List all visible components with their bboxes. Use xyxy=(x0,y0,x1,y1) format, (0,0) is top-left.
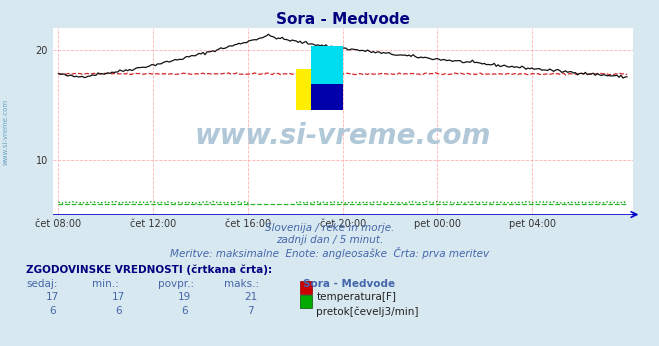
Text: 21: 21 xyxy=(244,292,257,302)
Text: 6: 6 xyxy=(181,306,188,316)
Title: Sora - Medvode: Sora - Medvode xyxy=(275,11,410,27)
Text: 6: 6 xyxy=(115,306,122,316)
Text: povpr.:: povpr.: xyxy=(158,279,194,289)
Text: 17: 17 xyxy=(112,292,125,302)
Text: pretok[čevelj3/min]: pretok[čevelj3/min] xyxy=(316,306,419,317)
Text: 7: 7 xyxy=(247,306,254,316)
Text: 17: 17 xyxy=(46,292,59,302)
Text: Meritve: maksimalne  Enote: angleosaške  Črta: prva meritev: Meritve: maksimalne Enote: angleosaške Č… xyxy=(170,247,489,260)
Text: www.si-vreme.com: www.si-vreme.com xyxy=(194,122,491,150)
Text: maks.:: maks.: xyxy=(224,279,259,289)
Text: min.:: min.: xyxy=(92,279,119,289)
Text: sedaj:: sedaj: xyxy=(26,279,58,289)
Text: Slovenija / reke in morje.: Slovenija / reke in morje. xyxy=(265,223,394,233)
Text: Sora - Medvode: Sora - Medvode xyxy=(303,279,395,289)
Text: 6: 6 xyxy=(49,306,56,316)
Text: 19: 19 xyxy=(178,292,191,302)
Bar xyxy=(297,69,328,110)
Text: ZGODOVINSKE VREDNOSTI (črtkana črta):: ZGODOVINSKE VREDNOSTI (črtkana črta): xyxy=(26,265,272,275)
Bar xyxy=(311,46,343,88)
Bar xyxy=(311,84,343,110)
Text: temperatura[F]: temperatura[F] xyxy=(316,292,396,302)
Text: www.si-vreme.com: www.si-vreme.com xyxy=(2,98,9,165)
Text: zadnji dan / 5 minut.: zadnji dan / 5 minut. xyxy=(276,235,383,245)
